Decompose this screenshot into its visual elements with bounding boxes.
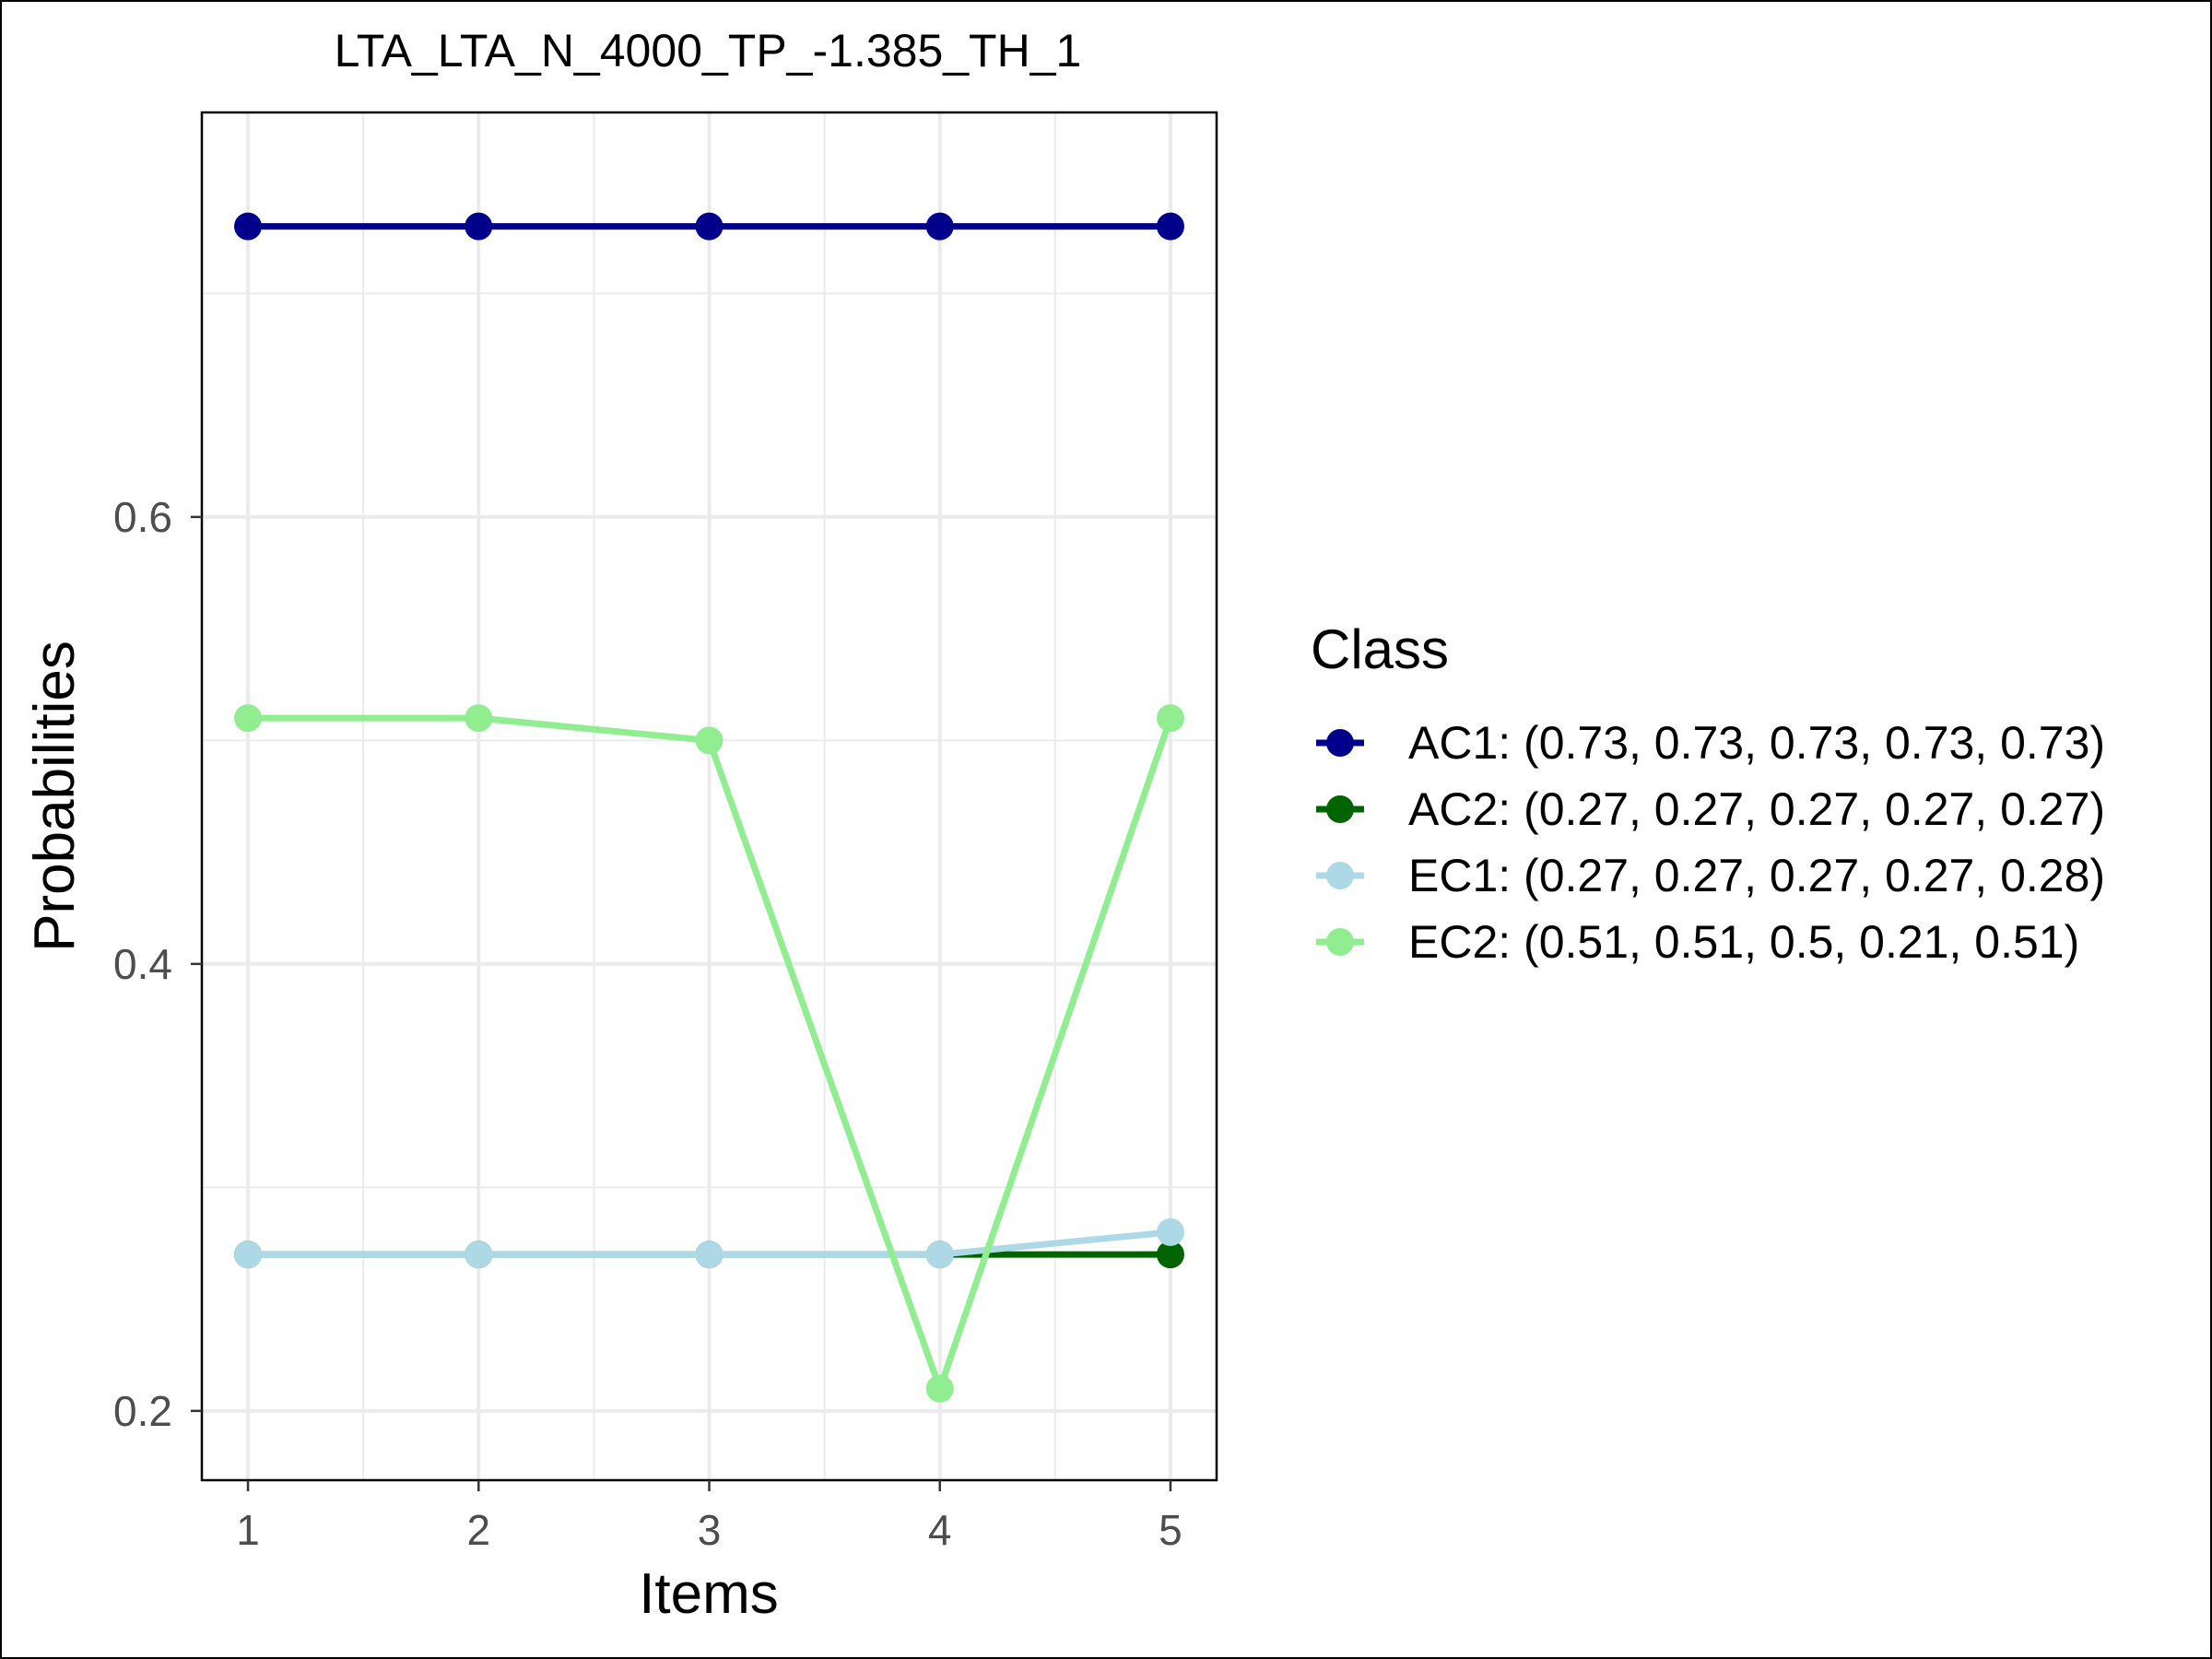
data-point-ec1 [465, 1241, 493, 1269]
y-tick-label: 0.4 [113, 940, 172, 988]
series-ac1 [234, 212, 1184, 241]
data-point-ec1 [925, 1241, 954, 1269]
data-point-ec1 [1156, 1218, 1184, 1246]
legend-title: Class [1311, 618, 1449, 680]
x-axis-label: Items [639, 1562, 779, 1626]
data-point-ec2 [465, 704, 493, 733]
legend-item-ec1: EC1: (0.27, 0.27, 0.27, 0.27, 0.28) [1316, 850, 2105, 901]
chart-title: LTA_LTA_N_4000_TP_-1.385_TH_1 [335, 25, 1082, 76]
series-ec2 [234, 704, 1184, 1403]
data-point-ac2 [1156, 1241, 1184, 1269]
data-point-ec1 [234, 1241, 263, 1269]
data-point-ec1 [695, 1241, 724, 1269]
legend-key-point-ac2 [1326, 795, 1354, 823]
legend-label-ac2: AC2: (0.27, 0.27, 0.27, 0.27, 0.27) [1408, 783, 2105, 835]
x-tick-label: 3 [698, 1506, 722, 1554]
y-tick-label: 0.6 [113, 493, 172, 541]
legend-item-ec2: EC2: (0.51, 0.51, 0.5, 0.21, 0.51) [1316, 916, 2079, 968]
data-point-ac1 [234, 212, 263, 241]
x-tick-label: 2 [466, 1506, 490, 1554]
data-point-ec2 [234, 704, 263, 733]
data-point-ec2 [1156, 704, 1184, 733]
legend-item-ac1: AC1: (0.73, 0.73, 0.73, 0.73, 0.73) [1316, 717, 2105, 769]
series-layer [234, 212, 1184, 1403]
legend-label-ec2: EC2: (0.51, 0.51, 0.5, 0.21, 0.51) [1408, 916, 2079, 968]
legend: AC1: (0.73, 0.73, 0.73, 0.73, 0.73) AC2: … [1316, 717, 2105, 968]
data-point-ec2 [695, 726, 724, 755]
series-ec1 [234, 1218, 1184, 1269]
legend-key-point-ec1 [1326, 862, 1354, 889]
data-point-ac1 [1156, 212, 1184, 241]
x-tick-label: 4 [928, 1506, 952, 1554]
grid-layer [202, 112, 1217, 1480]
y-tick-label: 0.2 [113, 1387, 172, 1435]
y-axis-label: Probabilities [23, 641, 87, 952]
legend-key-point-ec2 [1326, 928, 1354, 956]
x-tick-label: 5 [1159, 1506, 1182, 1554]
legend-item-ac2: AC2: (0.27, 0.27, 0.27, 0.27, 0.27) [1316, 783, 2105, 835]
data-point-ac1 [925, 212, 954, 241]
legend-label-ac1: AC1: (0.73, 0.73, 0.73, 0.73, 0.73) [1408, 717, 2105, 769]
data-point-ac1 [695, 212, 724, 241]
data-point-ec2 [925, 1374, 954, 1403]
legend-label-ec1: EC1: (0.27, 0.27, 0.27, 0.27, 0.28) [1408, 850, 2105, 901]
x-tick-label: 1 [236, 1506, 260, 1554]
legend-key-point-ac1 [1326, 729, 1354, 757]
tick-layer: 1 2 3 4 5 0.2 0.4 0.6 [113, 493, 1182, 1554]
data-point-ac1 [465, 212, 493, 241]
